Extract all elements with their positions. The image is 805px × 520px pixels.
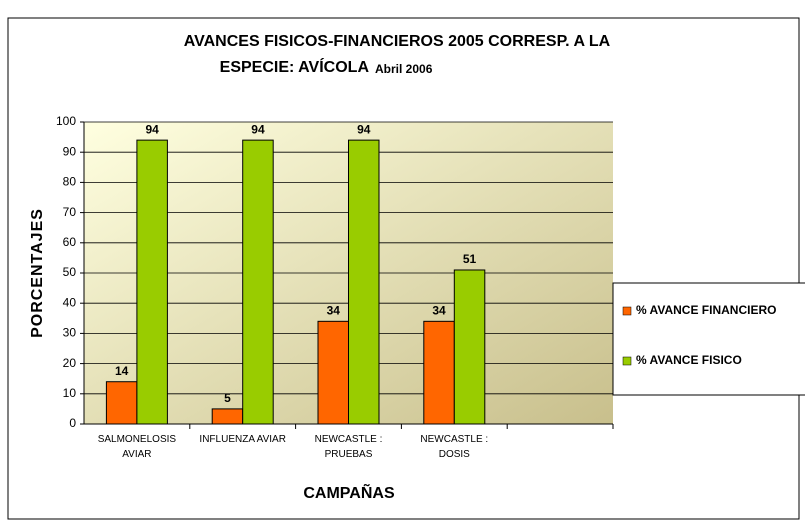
chart-title-line2: ESPECIE: AVÍCOLA — [220, 57, 370, 76]
chart-subtitle: Abril 2006 — [375, 62, 433, 76]
y-tick-label: 80 — [63, 175, 77, 189]
legend-swatch — [622, 356, 632, 366]
y-tick-label: 100 — [56, 114, 76, 128]
x-tick-label: NEWCASTLE : DOSIS — [420, 434, 489, 460]
bar — [348, 139, 380, 425]
bar — [211, 408, 244, 425]
data-label: 94 — [251, 122, 265, 136]
data-label: 94 — [357, 122, 371, 136]
y-tick-label: 20 — [63, 356, 77, 370]
y-tick-label: 0 — [69, 416, 76, 430]
x-tick-label: SALMONELOSIS AVIAR — [97, 434, 177, 460]
bar — [317, 320, 349, 425]
y-tick-label: 30 — [63, 326, 77, 340]
y-tick-label: 50 — [63, 265, 77, 279]
chart-title: AVANCES FISICOS-FINANCIEROS 2005 CORRESP… — [184, 33, 611, 50]
y-tick-label: 60 — [63, 235, 77, 249]
y-tick-label: 10 — [63, 386, 77, 400]
bar — [105, 381, 138, 425]
y-tick-label: 90 — [63, 144, 77, 158]
data-label: 34 — [432, 303, 446, 317]
bar — [136, 139, 168, 425]
x-axis-label: CAMPAÑAS — [303, 482, 395, 502]
bar — [423, 320, 455, 425]
legend-label: % AVANCE FISICO — [636, 353, 742, 367]
data-label: 34 — [327, 303, 341, 317]
bar — [242, 139, 274, 425]
legend-swatch — [622, 306, 632, 316]
x-tick-label: NEWCASTLE : PRUEBAS — [314, 434, 383, 460]
data-label: 94 — [145, 122, 159, 136]
legend-label: % AVANCE FINANCIERO — [636, 303, 776, 317]
y-tick-label: 40 — [63, 295, 77, 309]
y-tick-label: 70 — [63, 205, 77, 219]
data-label: 51 — [463, 252, 477, 266]
bar — [453, 269, 486, 425]
x-tick-label: INFLUENZA AVIAR — [199, 434, 286, 445]
legend — [612, 282, 805, 396]
data-label: 14 — [115, 364, 129, 378]
y-axis-label: PORCENTAJES — [29, 208, 46, 338]
data-label: 5 — [224, 391, 231, 405]
